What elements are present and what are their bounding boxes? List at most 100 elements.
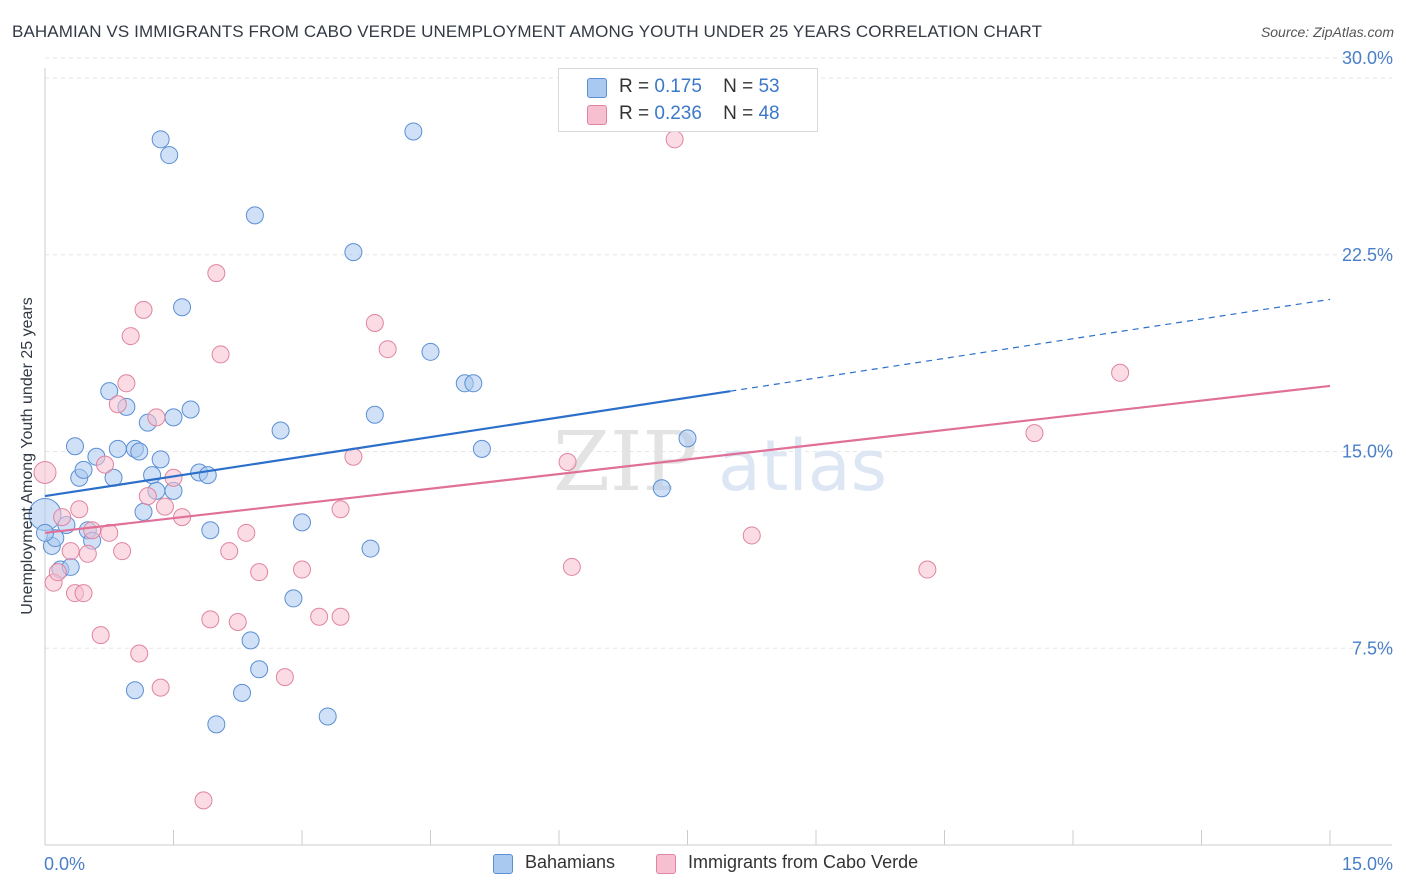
cabo-verde-point xyxy=(211,345,230,364)
bahamians-point xyxy=(344,243,363,262)
cabo-verde-point xyxy=(147,408,166,427)
n-value-bahamians: 53 xyxy=(758,76,780,97)
cabo-verde-point xyxy=(1025,424,1044,443)
bahamians-point xyxy=(293,513,311,532)
x-tick-label-max: 15.0% xyxy=(1342,854,1393,874)
bahamians-trend-extension xyxy=(730,298,1331,392)
bahamians-point xyxy=(151,130,170,149)
bahamians-point xyxy=(318,707,337,726)
cabo-verde-point xyxy=(742,526,761,545)
bottom-legend-label: Immigrants from Cabo Verde xyxy=(688,852,919,872)
trend-lines xyxy=(44,298,1331,534)
bahamians-point xyxy=(65,437,84,456)
bahamians-point xyxy=(130,442,149,461)
bottom-legend-swatch-pink xyxy=(656,854,676,874)
legend-swatch-blue xyxy=(587,78,607,98)
bahamians-point xyxy=(361,539,380,558)
bahamians-point xyxy=(652,479,671,498)
x-tick-label-min: 0.0% xyxy=(44,854,85,874)
bahamians-point xyxy=(464,374,483,393)
r-label: R = xyxy=(619,103,650,124)
cabo-verde-trend-line xyxy=(44,384,1331,534)
chart-title: BAHAMIAN VS IMMIGRANTS FROM CABO VERDE U… xyxy=(12,22,1043,41)
cabo-verde-point xyxy=(275,668,294,687)
bahamians-point xyxy=(125,681,144,700)
bottom-legend-label: Bahamians xyxy=(525,852,616,872)
bahamians-point xyxy=(74,460,93,479)
bahamians-point xyxy=(421,342,440,361)
y-tick-label: 7.5% xyxy=(1352,638,1393,658)
cabo-verde-point xyxy=(78,544,97,563)
bahamians-point xyxy=(181,400,200,419)
cabo-verde-point xyxy=(665,130,684,149)
cabo-verde-point xyxy=(365,313,384,332)
n-label: N = xyxy=(723,76,754,97)
grid-lines xyxy=(45,57,1392,649)
cabo-verde-point xyxy=(918,560,937,579)
cabo-verde-point xyxy=(378,340,397,359)
cabo-verde-point xyxy=(201,610,220,629)
cabo-verde-point xyxy=(250,563,269,582)
bottom-legend-swatch-blue xyxy=(493,854,513,874)
watermark-zip: ZIP xyxy=(553,415,698,510)
cabo-verde-point xyxy=(310,607,329,626)
cabo-verde-point xyxy=(558,452,577,471)
bahamians-point xyxy=(207,715,226,734)
bahamians-point xyxy=(271,421,290,440)
data-points xyxy=(28,122,1130,810)
bahamians-point xyxy=(151,450,170,469)
bahamians-point xyxy=(108,439,127,458)
cabo-verde-point xyxy=(562,557,581,576)
cabo-verde-point xyxy=(113,542,132,561)
tick-labels: 7.5% 15.0% 22.5% 30.0% 0.0% 15.0% xyxy=(44,48,1393,874)
cabo-verde-point xyxy=(108,395,127,414)
cabo-verde-point xyxy=(121,327,140,346)
cabo-verde-point xyxy=(151,678,170,697)
bahamians-point xyxy=(164,408,183,427)
bahamians-point xyxy=(245,206,264,225)
y-tick-label: 15.0% xyxy=(1342,442,1393,462)
bahamians-point xyxy=(404,122,423,141)
bahamians-point xyxy=(233,683,252,702)
cabo-verde-point xyxy=(61,542,80,561)
cabo-verde-point xyxy=(331,500,350,519)
r-value-cabo-verde: 0.236 xyxy=(654,103,702,124)
bahamians-point xyxy=(173,298,192,317)
correlation-legend: R = 0.175 N = 53 R = 0.236 N = 48 xyxy=(558,68,818,132)
cabo-verde-point xyxy=(100,523,119,542)
watermark-atlas: atlas xyxy=(718,425,887,507)
legend-text: R = 0.236 N = 48 xyxy=(619,103,780,125)
bahamians-point xyxy=(365,405,384,424)
bahamians-point xyxy=(241,631,260,650)
legend-swatch-pink xyxy=(587,105,607,125)
cabo-verde-point xyxy=(70,500,89,519)
cabo-verde-point xyxy=(33,460,57,484)
bahamians-point xyxy=(100,382,119,401)
source-label: Source: ZipAtlas.com xyxy=(1260,24,1394,40)
cabo-verde-point xyxy=(74,584,93,603)
cabo-verde-point xyxy=(207,264,226,283)
bahamians-point xyxy=(201,521,220,540)
cabo-verde-point xyxy=(220,542,239,561)
cabo-verde-point xyxy=(53,508,72,527)
bahamians-point xyxy=(678,429,697,448)
axes xyxy=(44,68,1392,846)
r-value-bahamians: 0.175 xyxy=(654,76,702,97)
y-tick-label: 30.0% xyxy=(1342,48,1393,68)
y-axis-label: Unemployment Among Youth under 25 years xyxy=(19,297,36,615)
cabo-verde-point xyxy=(155,497,174,516)
r-label: R = xyxy=(619,76,650,97)
cabo-verde-point xyxy=(83,521,102,540)
bahamians-trend-line xyxy=(44,390,731,498)
bahamians-point xyxy=(472,439,491,458)
cabo-verde-point xyxy=(138,487,157,506)
watermark: ZIP atlas xyxy=(553,415,887,510)
bahamians-point xyxy=(134,502,153,521)
cabo-verde-point xyxy=(1111,363,1130,382)
bahamians-point xyxy=(250,660,269,679)
cabo-verde-point xyxy=(134,300,153,319)
cabo-verde-point xyxy=(117,374,136,393)
cabo-verde-point xyxy=(48,563,67,582)
y-tick-label: 22.5% xyxy=(1342,245,1393,265)
